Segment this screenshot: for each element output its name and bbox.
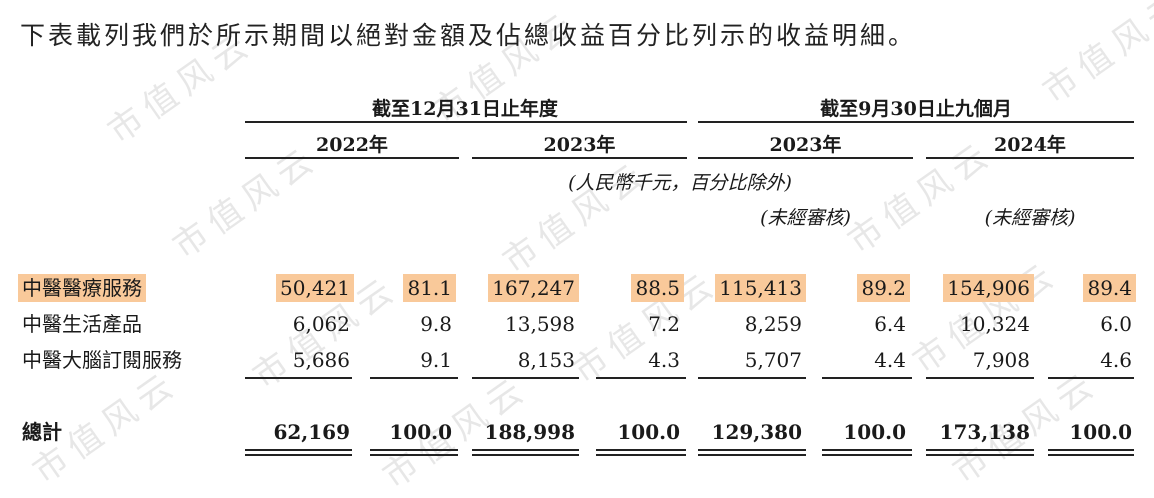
table-cell: 4.6: [1100, 348, 1132, 372]
table-cell: 89.2: [857, 274, 910, 302]
total-cell: 100.0: [389, 420, 452, 444]
table-cell: 13,598: [505, 312, 575, 336]
total-double-rule: [245, 449, 352, 451]
total-double-rule: [698, 449, 806, 451]
subtotal-rule: [822, 377, 912, 379]
total-double-rule: [1048, 449, 1134, 451]
table-cell: 115,413: [715, 274, 806, 302]
subtotal-rule: [596, 377, 686, 379]
total-double-rule: [245, 454, 352, 456]
table-cell: 167,247: [488, 274, 579, 302]
table-cell: 9.1: [420, 348, 452, 372]
subtotal-rule: [245, 377, 352, 379]
intro-text: 下表載列我們於所示期間以絕對金額及佔總收益百分比列示的收益明細。: [20, 21, 917, 50]
header-rule: [245, 121, 687, 123]
row-label: 中醫生活產品: [22, 312, 142, 336]
row-label: 中醫大腦訂閱服務: [22, 348, 182, 372]
total-double-rule: [472, 449, 579, 451]
period-header-annual: 截至12月31日止年度: [372, 98, 558, 120]
table-cell: 81.1: [403, 274, 456, 302]
unaudited-note: (未經審核): [760, 207, 851, 229]
year-header: 2023年: [543, 134, 616, 156]
table-cell: 10,324: [960, 312, 1030, 336]
table-cell: 50,421: [276, 274, 354, 302]
total-cell: 100.0: [843, 420, 906, 444]
total-double-rule: [1048, 454, 1134, 456]
unit-note: (人民幣千元，百分比除外): [568, 172, 792, 194]
subtotal-rule: [472, 377, 579, 379]
subtotal-rule: [370, 377, 458, 379]
table-cell: 89.4: [1083, 274, 1136, 302]
total-double-rule: [472, 454, 579, 456]
table-cell: 8,153: [517, 348, 575, 372]
period-header-nine-months: 截至9月30日止九個月: [820, 98, 1012, 120]
total-cell: 100.0: [1069, 420, 1132, 444]
year-header: 2023年: [769, 134, 842, 156]
table-cell: 6.0: [1100, 312, 1132, 336]
total-double-rule: [822, 449, 912, 451]
table-cell: 6,062: [292, 312, 350, 336]
table-cell: 154,906: [943, 274, 1034, 302]
total-double-rule: [370, 449, 458, 451]
total-double-rule: [596, 449, 686, 451]
year-rule: [698, 157, 913, 159]
total-double-rule: [698, 454, 806, 456]
table-cell: 7,908: [972, 348, 1030, 372]
watermark: 市值风云: [495, 152, 657, 282]
subtotal-rule: [1048, 377, 1134, 379]
year-header: 2024年: [994, 134, 1066, 156]
total-cell: 100.0: [617, 420, 680, 444]
table-cell: 6.4: [874, 312, 906, 336]
total-double-rule: [926, 454, 1034, 456]
year-rule: [245, 157, 459, 159]
table-cell: 9.8: [420, 312, 452, 336]
year-rule: [472, 157, 687, 159]
header-rule: [698, 121, 1134, 123]
table-cell: 88.5: [631, 274, 684, 302]
total-cell: 129,380: [711, 420, 802, 444]
total-double-rule: [926, 449, 1034, 451]
total-cell: 62,169: [273, 420, 350, 444]
table-cell: 4.3: [648, 348, 680, 372]
total-cell: 173,138: [939, 420, 1030, 444]
table-cell: 4.4: [874, 348, 906, 372]
table-cell: 5,686: [292, 348, 350, 372]
total-double-rule: [822, 454, 912, 456]
table-cell: 8,259: [744, 312, 802, 336]
table-cell: 7.2: [648, 312, 680, 336]
subtotal-rule: [926, 377, 1034, 379]
total-cell: 188,998: [484, 420, 575, 444]
year-rule: [926, 157, 1134, 159]
row-label: 中醫醫療服務: [18, 274, 146, 302]
total-label: 總計: [22, 420, 62, 444]
table-cell: 5,707: [744, 348, 802, 372]
unaudited-note: (未經審核): [984, 207, 1076, 229]
total-double-rule: [596, 454, 686, 456]
total-double-rule: [370, 454, 458, 456]
subtotal-rule: [698, 377, 806, 379]
year-header: 2022年: [316, 134, 388, 156]
